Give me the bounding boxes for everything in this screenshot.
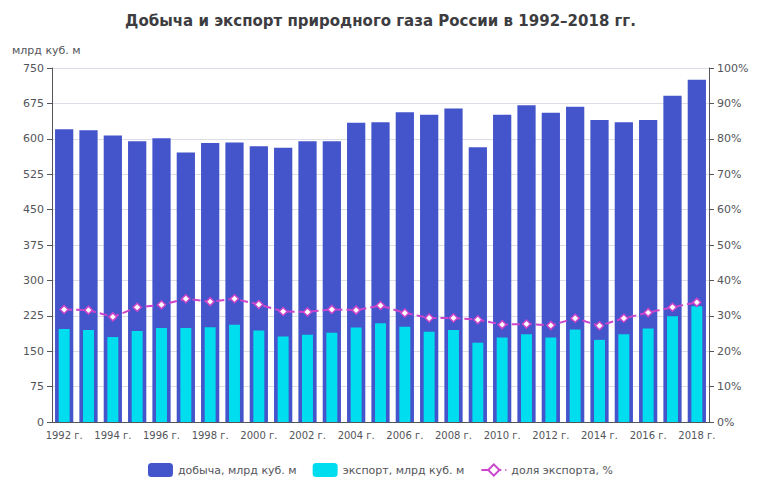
svg-text:1996 г.: 1996 г. — [143, 430, 180, 441]
svg-text:экспорт, млрд куб. м: экспорт, млрд куб. м — [343, 464, 465, 477]
svg-text:доля экспорта, %: доля экспорта, % — [511, 464, 613, 477]
svg-text:30%: 30% — [717, 309, 741, 322]
svg-text:80%: 80% — [717, 132, 741, 145]
svg-text:2010 г.: 2010 г. — [484, 430, 521, 441]
svg-text:10%: 10% — [717, 380, 741, 393]
svg-text:2000 г.: 2000 г. — [240, 430, 277, 441]
svg-text:млрд куб. м: млрд куб. м — [12, 44, 81, 57]
svg-text:2006 г.: 2006 г. — [386, 430, 423, 441]
svg-text:675: 675 — [23, 97, 44, 110]
svg-text:375: 375 — [23, 239, 44, 252]
svg-text:2012 г.: 2012 г. — [532, 430, 569, 441]
svg-text:2016 г.: 2016 г. — [630, 430, 667, 441]
svg-text:1992 г.: 1992 г. — [46, 430, 83, 441]
svg-text:0: 0 — [37, 416, 44, 429]
svg-text:1994 г.: 1994 г. — [94, 430, 131, 441]
svg-text:0%: 0% — [717, 416, 734, 429]
svg-text:225: 225 — [23, 309, 44, 322]
svg-text:300: 300 — [23, 274, 44, 287]
svg-text:525: 525 — [23, 168, 44, 181]
svg-text:2004 г.: 2004 г. — [338, 430, 375, 441]
svg-text:2014 г.: 2014 г. — [581, 430, 618, 441]
svg-text:750: 750 — [23, 62, 44, 75]
svg-text:добыча, млрд куб. м: добыча, млрд куб. м — [178, 464, 297, 477]
svg-text:100%: 100% — [717, 62, 748, 75]
svg-text:90%: 90% — [717, 97, 741, 110]
svg-text:150: 150 — [23, 345, 44, 358]
svg-text:40%: 40% — [717, 274, 741, 287]
svg-text:1998 г.: 1998 г. — [192, 430, 229, 441]
svg-text:50%: 50% — [717, 239, 741, 252]
svg-text:75: 75 — [30, 380, 44, 393]
svg-text:20%: 20% — [717, 345, 741, 358]
svg-text:Добыча и экспорт природного га: Добыча и экспорт природного газа России … — [125, 12, 636, 30]
svg-text:60%: 60% — [717, 203, 741, 216]
svg-text:70%: 70% — [717, 168, 741, 181]
svg-text:450: 450 — [23, 203, 44, 216]
svg-text:2018 г.: 2018 г. — [678, 430, 715, 441]
svg-text:600: 600 — [23, 132, 44, 145]
svg-text:2008 г.: 2008 г. — [435, 430, 472, 441]
svg-text:2002 г.: 2002 г. — [289, 430, 326, 441]
